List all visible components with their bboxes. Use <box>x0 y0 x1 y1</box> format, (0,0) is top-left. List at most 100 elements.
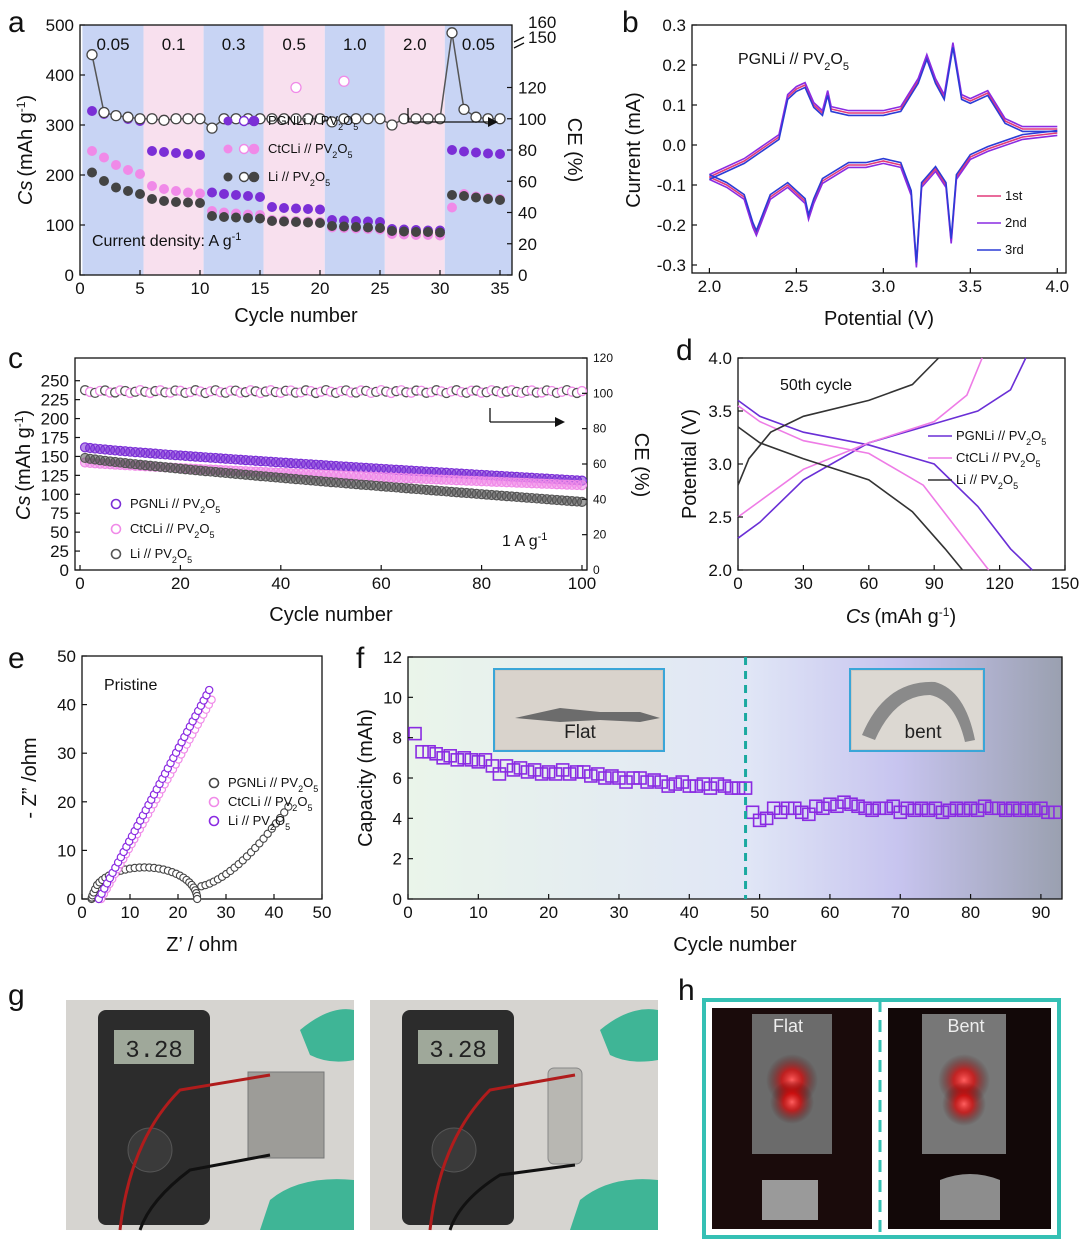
cv-anodic-1st <box>709 44 1058 178</box>
ce-point <box>576 385 588 397</box>
y-label-sup: -1 <box>14 101 28 112</box>
glove <box>300 1009 354 1062</box>
x-tick-label: 60 <box>372 574 391 593</box>
capacity-point <box>752 813 767 828</box>
y-tick-label: 0 <box>60 561 69 580</box>
data-point-pgnli <box>471 147 481 158</box>
ce-point <box>350 113 362 125</box>
y-tick-label: 225 <box>41 391 69 410</box>
x-label-unit-end: ) <box>949 606 956 628</box>
capacity-point <box>795 805 809 820</box>
y-tick-label: 3.0 <box>708 455 732 474</box>
x-tick-label: 0 <box>403 903 412 922</box>
x-tick-label: 0 <box>75 279 84 298</box>
current-density-note: 1 A g-1 <box>502 531 547 550</box>
data-point-pgnli <box>255 192 265 202</box>
ce-point <box>146 113 158 125</box>
data-point-li <box>243 213 253 223</box>
capacity-point <box>626 771 640 785</box>
data-point-pgnli <box>171 148 181 158</box>
y-tick-label: 250 <box>41 372 69 391</box>
panel-f-letter: f <box>356 642 365 675</box>
data-point-pgnli <box>147 146 157 156</box>
x-tick-label: 30 <box>794 574 813 593</box>
y-tick-label: 3.5 <box>708 402 732 421</box>
note-text: 1 A g <box>502 533 538 550</box>
y-tick-label: 50 <box>50 523 69 542</box>
probe-lead <box>138 1153 271 1231</box>
ce-point <box>314 113 326 125</box>
capacity-point <box>837 795 851 810</box>
inset-label-bent: bent <box>905 722 943 743</box>
data-point-li <box>339 221 349 232</box>
y2-tick-label: 80 <box>518 141 537 160</box>
data-point-pgnli <box>87 106 97 116</box>
x-tick-label: 40 <box>265 903 284 922</box>
capacity-point <box>872 801 886 816</box>
data-point-li <box>267 216 277 226</box>
y2-tick-label: 60 <box>518 172 537 191</box>
x-tick-label: 25 <box>371 279 390 298</box>
y-tick-label: 2.0 <box>708 561 732 580</box>
y-label-main: Cs <box>15 181 37 205</box>
legend-label: PGNLi // PV2O5 <box>228 775 318 794</box>
capacity-point <box>577 765 591 779</box>
y2-ticks: 0 20 40 60 80 100 120 <box>582 351 613 577</box>
data-point-ctcli <box>207 695 216 704</box>
note-text: Current density: A g <box>92 233 232 250</box>
x-tick-label: 20 <box>169 903 188 922</box>
x-tick-label: 30 <box>431 279 450 298</box>
capacity-point <box>1020 801 1034 816</box>
title-sub5: 5 <box>843 61 849 73</box>
y2-tick-label: 100 <box>593 386 613 400</box>
ce-point <box>122 111 134 123</box>
capacity-point <box>415 744 429 759</box>
capacity-point <box>787 801 802 816</box>
capacity-point <box>647 773 661 787</box>
rate-labels: 0.05 0.1 0.3 0.5 1.0 2.0 0.05 <box>96 35 494 54</box>
panel-h: h Flat Bent <box>678 974 1061 1239</box>
data-point-pgnli <box>291 203 301 214</box>
x-ticks: 0 20 40 60 80 100 <box>75 565 596 593</box>
note-sup: -1 <box>538 531 548 543</box>
data-point-ctcli <box>147 181 157 191</box>
capacity-point <box>506 763 521 777</box>
data-point-li <box>315 218 325 228</box>
panel-e-letter: e <box>8 642 25 675</box>
glove <box>570 1179 658 1230</box>
discharge-curve-pgnli <box>737 399 1033 571</box>
data-point-li <box>204 685 214 695</box>
legend-label: Li // PV2O5 <box>956 472 1018 491</box>
x-tick-label: 50 <box>313 903 332 922</box>
capacity-point <box>696 777 711 791</box>
legend-swatch <box>208 815 220 827</box>
led-glow <box>770 1080 814 1124</box>
capacity-point <box>661 779 675 793</box>
data-point-li <box>411 227 421 237</box>
y-ticks: 0 2 4 6 8 10 12 <box>383 648 413 909</box>
y-axis-label: Cs (mAh g-1) <box>14 95 37 205</box>
data-point-pgnli <box>183 149 193 159</box>
capacity-point <box>865 803 879 818</box>
y2-tick-label: 60 <box>593 457 607 471</box>
y2-tick-label: 80 <box>593 422 607 436</box>
capacity-point <box>851 799 865 814</box>
capacity-point <box>703 781 718 795</box>
panel-e: e 0 10 20 30 40 50 0 10 20 30 40 50 Pristine PGNLi… <box>8 642 331 956</box>
ce-point <box>326 116 338 128</box>
legend-label: Li // PV2O5 <box>268 169 330 188</box>
capacity-point <box>802 807 816 822</box>
y2-tick-label: 40 <box>593 492 607 506</box>
rate-label: 0.05 <box>96 35 129 54</box>
capacity-point <box>773 805 788 820</box>
data-point-pgnli <box>303 204 313 214</box>
capacity-point <box>619 775 633 789</box>
y-tick-label: 25 <box>50 542 69 561</box>
panel-d: d 0 30 60 90 120 150 2.0 2.5 3.0 3.5 4.0 50th cyc… <box>676 334 1079 628</box>
ce-point <box>470 111 482 123</box>
probe-lead <box>428 1073 576 1231</box>
cv-anodic-3rd <box>709 47 1058 181</box>
capacity-point <box>780 801 795 816</box>
panel-g: g 3.28 3.28 <box>8 979 658 1231</box>
legend: PGNLi // PV2O5 CtCLi // PV2O5 Li // PV2O5 <box>110 496 220 565</box>
